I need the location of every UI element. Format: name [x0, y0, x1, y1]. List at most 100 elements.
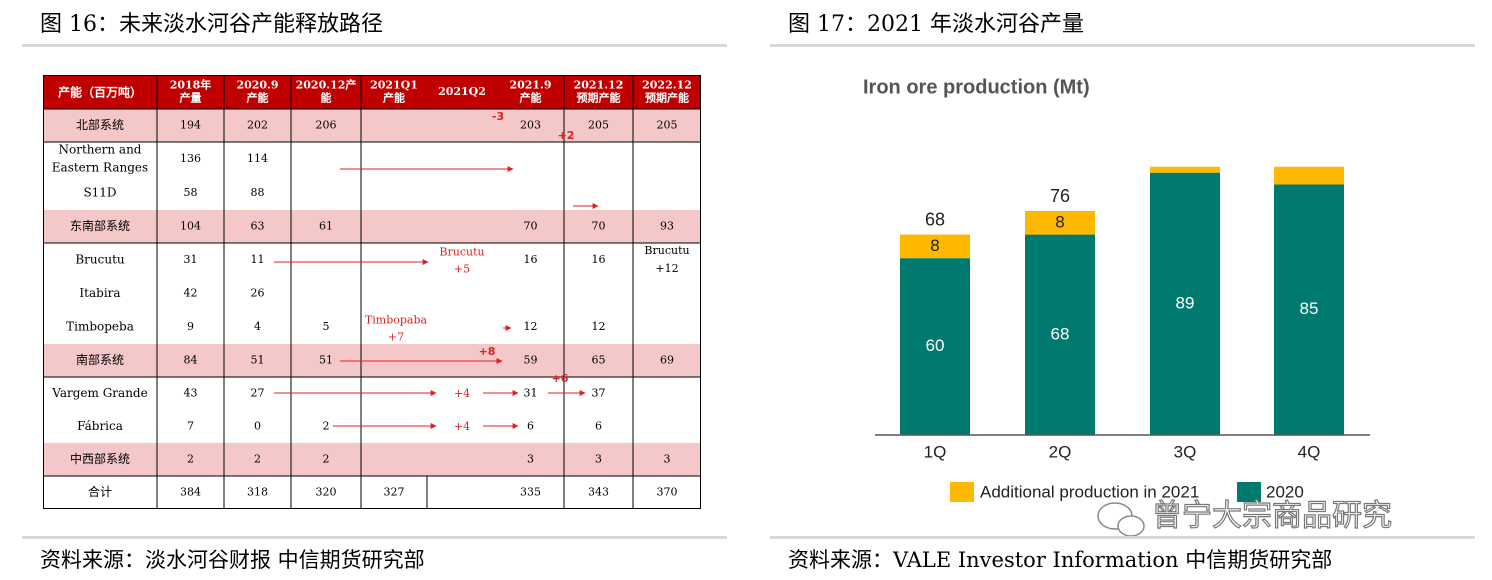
group-row-bg	[43, 109, 701, 142]
header-cell: 2021Q2	[438, 85, 486, 98]
x-tick-label: 2Q	[1049, 442, 1072, 461]
bar-value-label: 85	[1300, 299, 1319, 318]
change-annotation: +6	[552, 372, 569, 385]
table-cell: 59	[524, 354, 538, 367]
row-label: 合计	[88, 484, 112, 499]
bar-2020	[900, 258, 970, 435]
table-cell: 63	[251, 220, 265, 233]
left-title-rule	[22, 44, 727, 47]
bar-value-label: 60	[926, 336, 945, 355]
group-row-bg	[43, 210, 701, 243]
table-cell: 65	[592, 354, 606, 367]
right-title-rule	[770, 44, 1475, 47]
header-cell: 2018年产量	[170, 78, 212, 105]
table-cell: 70	[592, 220, 606, 233]
left-figure-title: 图 16：未来淡水河谷产能释放路径	[40, 12, 383, 37]
header-cell: 2020.9 产能	[236, 79, 278, 105]
table-cell: 61	[319, 220, 333, 233]
capacity-table: 产能（百万吨） 2018年产量 2020.9 产能 2020.12产能 2021Q1 产能 2…	[43, 75, 701, 509]
header-cell: 2021.9 产能	[509, 79, 551, 105]
bar-value-label: 8	[1055, 212, 1064, 231]
legend-label-2020: 2020	[1266, 482, 1304, 501]
table-cell: 31	[524, 387, 538, 400]
bar-total-label: 76	[1050, 186, 1070, 206]
table-cell: 43	[184, 387, 198, 400]
change-annotation: +8	[479, 345, 496, 358]
right-source-rule	[770, 536, 1475, 539]
table-cell: 3	[595, 453, 602, 466]
table-cell: 320	[316, 486, 337, 499]
right-source: 资料来源：VALE Investor Information 中信期货研究部	[788, 548, 1333, 572]
bar-additional	[1274, 166, 1344, 185]
table-cell: 70	[524, 220, 538, 233]
table-cell: 2	[254, 453, 261, 466]
left-source-rule	[22, 536, 727, 539]
table-cell: 370	[657, 486, 678, 499]
table-cell: 31	[184, 253, 198, 266]
table-cell: 69	[660, 354, 674, 367]
bar-value-label: 68	[1051, 324, 1070, 343]
header-cell: 产能（百万吨）	[58, 85, 142, 100]
right-figure-title: 图 17：2021 年淡水河谷产量	[788, 12, 1084, 37]
table-cell: 27	[251, 387, 265, 400]
table-cell: 5	[323, 320, 330, 333]
table-cell: 3	[527, 453, 534, 466]
row-label: Northern and Eastern Ranges	[52, 143, 148, 175]
table-cell: 104	[180, 220, 201, 233]
table-cell: 84	[184, 354, 198, 367]
table-cell: 206	[316, 119, 337, 132]
change-annotation: -3	[492, 110, 504, 123]
bar-additional	[1150, 166, 1220, 173]
table-cell: 2	[323, 453, 330, 466]
change-annotation: +4	[454, 387, 470, 400]
table-cell: 202	[247, 119, 268, 132]
table-cell: 51	[319, 354, 333, 367]
row-label: Fábrica	[77, 419, 123, 433]
bar-value-label: 89	[1176, 293, 1195, 312]
table-cell: 26	[251, 287, 265, 300]
table-cell: 58	[184, 186, 198, 199]
iron-ore-production-chart: Iron ore production (Mt) 60 8 68 1Q 68 8 76 2Q 89…	[863, 76, 1393, 537]
table-cell: 11	[251, 253, 265, 266]
legend-label-additional: Additional production in 2021	[980, 482, 1199, 501]
row-label: 东南部系统	[70, 218, 130, 233]
table-cell: Brucutu +12	[644, 244, 689, 275]
table-cell: 0	[254, 420, 261, 433]
row-label: S11D	[83, 186, 116, 200]
change-annotation: Brucutu +5	[439, 246, 484, 276]
header-cell: 2021.12 预期产能	[574, 79, 624, 105]
header-cell: 2020.12产能	[296, 78, 357, 105]
header-cell: 2022.12 预期产能	[642, 79, 692, 105]
table-cell: 4	[254, 320, 261, 333]
bar-additional	[1025, 211, 1095, 235]
row-label: Timbopeba	[66, 320, 134, 334]
x-tick-label: 4Q	[1298, 442, 1321, 461]
table-cell: 335	[520, 486, 541, 499]
bar-2020	[1150, 172, 1220, 435]
x-tick-label: 1Q	[924, 442, 947, 461]
row-label: 北部系统	[76, 117, 124, 132]
table-cell: 3	[664, 453, 671, 466]
change-annotation: +4	[454, 420, 470, 433]
bar-value-label: 8	[930, 236, 939, 255]
table-cell: 384	[180, 486, 201, 499]
bar-total-label: 68	[925, 209, 945, 229]
chart-title: Iron ore production (Mt)	[863, 76, 1090, 98]
group-row-bg	[43, 443, 701, 476]
table-cell: 88	[251, 186, 265, 199]
legend-swatch-additional	[950, 482, 974, 502]
change-annotation: +2	[558, 129, 575, 142]
wechat-icon	[1117, 515, 1145, 537]
table-cell: 2	[323, 420, 330, 433]
bar-2020	[1274, 184, 1344, 435]
table-cell: 37	[592, 387, 606, 400]
row-label: Brucutu	[75, 253, 125, 267]
row-label: Vargem Grande	[51, 386, 147, 400]
table-cell: 203	[520, 119, 541, 132]
table-cell: 6	[527, 420, 534, 433]
table-cell: 16	[592, 253, 606, 266]
bar-2020	[1025, 234, 1095, 435]
table-cell: 9	[187, 320, 194, 333]
table-cell: 16	[524, 253, 538, 266]
table-cell: 205	[588, 119, 609, 132]
